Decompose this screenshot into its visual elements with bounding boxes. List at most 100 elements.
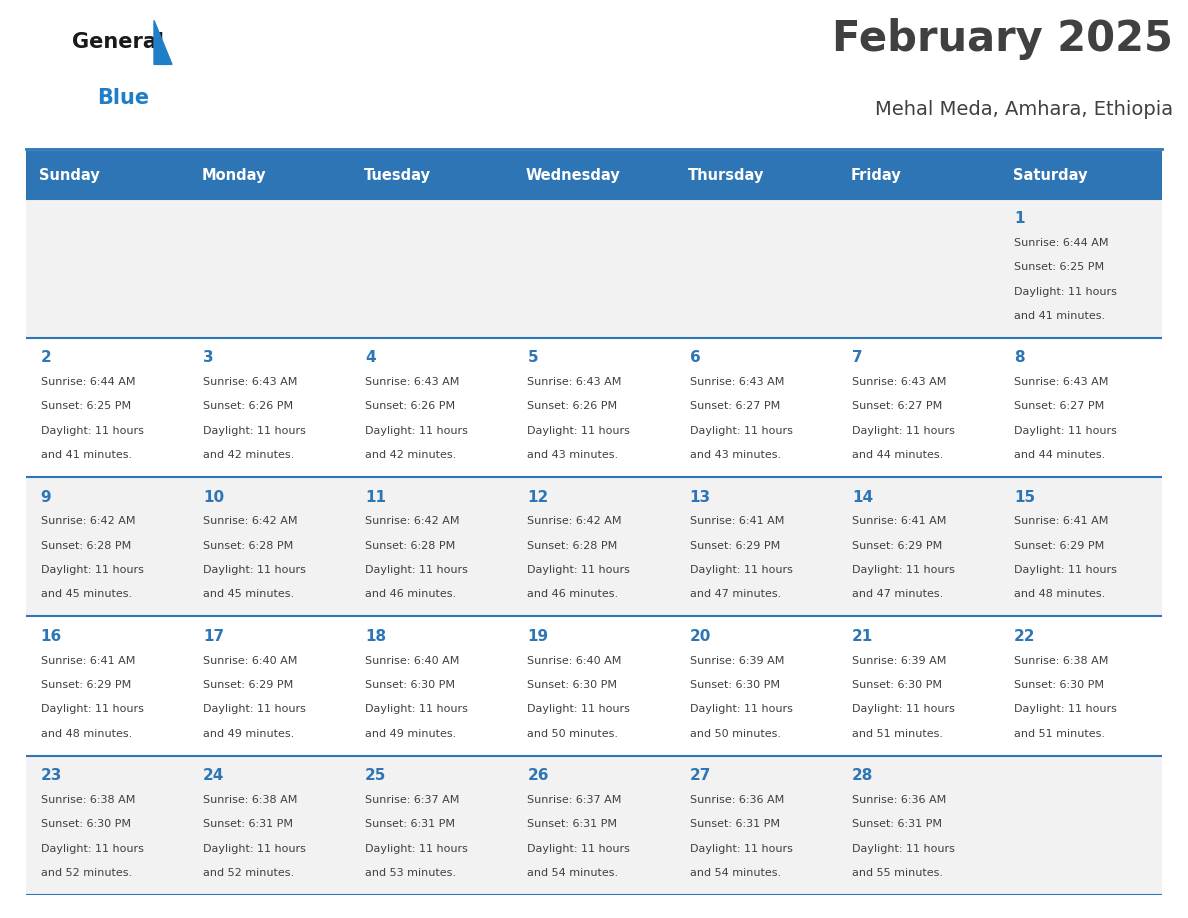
Text: Sunset: 6:25 PM: Sunset: 6:25 PM: [1015, 263, 1105, 272]
FancyBboxPatch shape: [189, 151, 350, 198]
Text: 25: 25: [365, 768, 386, 783]
Text: and 54 minutes.: and 54 minutes.: [690, 868, 781, 879]
Text: Sunset: 6:29 PM: Sunset: 6:29 PM: [40, 680, 131, 690]
Text: and 44 minutes.: and 44 minutes.: [1015, 450, 1106, 460]
Text: 7: 7: [852, 351, 862, 365]
Text: Mehal Meda, Amhara, Ethiopia: Mehal Meda, Amhara, Ethiopia: [874, 99, 1173, 118]
Text: Sunset: 6:28 PM: Sunset: 6:28 PM: [365, 541, 455, 551]
Text: Sunset: 6:28 PM: Sunset: 6:28 PM: [203, 541, 293, 551]
Text: 21: 21: [852, 629, 873, 644]
Text: Sunrise: 6:40 AM: Sunrise: 6:40 AM: [527, 655, 621, 666]
Text: and 53 minutes.: and 53 minutes.: [365, 868, 456, 879]
FancyBboxPatch shape: [26, 477, 1162, 617]
Text: Sunset: 6:27 PM: Sunset: 6:27 PM: [1015, 401, 1105, 411]
Text: Daylight: 11 hours: Daylight: 11 hours: [690, 426, 792, 436]
Text: and 47 minutes.: and 47 minutes.: [690, 589, 781, 599]
Text: Sunrise: 6:43 AM: Sunrise: 6:43 AM: [527, 377, 621, 387]
Text: Daylight: 11 hours: Daylight: 11 hours: [527, 426, 631, 436]
Text: Monday: Monday: [201, 167, 266, 183]
Text: Sunset: 6:31 PM: Sunset: 6:31 PM: [365, 820, 455, 829]
Text: Sunrise: 6:43 AM: Sunrise: 6:43 AM: [852, 377, 947, 387]
Text: Daylight: 11 hours: Daylight: 11 hours: [40, 565, 144, 575]
Text: Sunrise: 6:38 AM: Sunrise: 6:38 AM: [1015, 655, 1108, 666]
Text: 16: 16: [40, 629, 62, 644]
Text: Daylight: 11 hours: Daylight: 11 hours: [852, 704, 955, 714]
Text: General: General: [72, 32, 164, 52]
Text: and 41 minutes.: and 41 minutes.: [40, 450, 132, 460]
Text: 27: 27: [690, 768, 712, 783]
Text: Sunset: 6:31 PM: Sunset: 6:31 PM: [527, 820, 618, 829]
Text: Daylight: 11 hours: Daylight: 11 hours: [40, 704, 144, 714]
Text: and 41 minutes.: and 41 minutes.: [1015, 311, 1105, 321]
Text: Daylight: 11 hours: Daylight: 11 hours: [365, 565, 468, 575]
Text: Daylight: 11 hours: Daylight: 11 hours: [1015, 286, 1117, 297]
Text: Sunset: 6:27 PM: Sunset: 6:27 PM: [690, 401, 781, 411]
Text: Tuesday: Tuesday: [364, 167, 430, 183]
Text: and 55 minutes.: and 55 minutes.: [852, 868, 943, 879]
Text: Sunset: 6:28 PM: Sunset: 6:28 PM: [40, 541, 131, 551]
Text: 13: 13: [690, 489, 710, 505]
Text: Daylight: 11 hours: Daylight: 11 hours: [690, 844, 792, 854]
Text: Sunset: 6:26 PM: Sunset: 6:26 PM: [365, 401, 455, 411]
Text: Sunrise: 6:40 AM: Sunrise: 6:40 AM: [203, 655, 297, 666]
Text: 26: 26: [527, 768, 549, 783]
Text: Sunset: 6:29 PM: Sunset: 6:29 PM: [852, 541, 942, 551]
Text: and 54 minutes.: and 54 minutes.: [527, 868, 619, 879]
Text: Daylight: 11 hours: Daylight: 11 hours: [1015, 565, 1117, 575]
Text: 3: 3: [203, 351, 214, 365]
Text: Sunrise: 6:41 AM: Sunrise: 6:41 AM: [852, 516, 947, 526]
Text: and 46 minutes.: and 46 minutes.: [527, 589, 619, 599]
Text: Sunset: 6:31 PM: Sunset: 6:31 PM: [690, 820, 779, 829]
Text: 2: 2: [40, 351, 51, 365]
Text: Daylight: 11 hours: Daylight: 11 hours: [365, 426, 468, 436]
Text: and 42 minutes.: and 42 minutes.: [365, 450, 456, 460]
Text: Daylight: 11 hours: Daylight: 11 hours: [203, 426, 305, 436]
Text: Sunset: 6:26 PM: Sunset: 6:26 PM: [203, 401, 293, 411]
Text: Daylight: 11 hours: Daylight: 11 hours: [852, 844, 955, 854]
Text: Blue: Blue: [97, 88, 150, 108]
Text: Sunset: 6:31 PM: Sunset: 6:31 PM: [203, 820, 293, 829]
Text: Sunrise: 6:37 AM: Sunrise: 6:37 AM: [365, 795, 460, 805]
Text: February 2025: February 2025: [832, 18, 1173, 61]
FancyBboxPatch shape: [513, 151, 675, 198]
Text: 9: 9: [40, 489, 51, 505]
Text: Sunset: 6:29 PM: Sunset: 6:29 PM: [1015, 541, 1105, 551]
Text: Daylight: 11 hours: Daylight: 11 hours: [1015, 704, 1117, 714]
Polygon shape: [154, 20, 172, 64]
Text: Daylight: 11 hours: Daylight: 11 hours: [203, 565, 305, 575]
Text: Sunset: 6:28 PM: Sunset: 6:28 PM: [527, 541, 618, 551]
Text: Sunset: 6:30 PM: Sunset: 6:30 PM: [365, 680, 455, 690]
Text: Sunrise: 6:43 AM: Sunrise: 6:43 AM: [203, 377, 297, 387]
Text: 28: 28: [852, 768, 873, 783]
Text: Saturday: Saturday: [1012, 167, 1087, 183]
Text: Daylight: 11 hours: Daylight: 11 hours: [690, 704, 792, 714]
Text: Sunset: 6:26 PM: Sunset: 6:26 PM: [527, 401, 618, 411]
Text: Sunrise: 6:44 AM: Sunrise: 6:44 AM: [1015, 238, 1108, 248]
FancyBboxPatch shape: [26, 338, 1162, 477]
Text: Sunset: 6:30 PM: Sunset: 6:30 PM: [527, 680, 618, 690]
FancyBboxPatch shape: [350, 151, 513, 198]
FancyBboxPatch shape: [999, 151, 1162, 198]
Text: Sunset: 6:29 PM: Sunset: 6:29 PM: [690, 541, 781, 551]
Text: 18: 18: [365, 629, 386, 644]
Text: Sunrise: 6:44 AM: Sunrise: 6:44 AM: [40, 377, 135, 387]
Text: Sunday: Sunday: [39, 167, 100, 183]
Text: and 43 minutes.: and 43 minutes.: [527, 450, 619, 460]
Text: Sunrise: 6:38 AM: Sunrise: 6:38 AM: [40, 795, 135, 805]
Text: Daylight: 11 hours: Daylight: 11 hours: [690, 565, 792, 575]
Text: and 50 minutes.: and 50 minutes.: [690, 729, 781, 739]
Text: Daylight: 11 hours: Daylight: 11 hours: [852, 565, 955, 575]
Text: and 48 minutes.: and 48 minutes.: [1015, 589, 1106, 599]
Text: Sunrise: 6:43 AM: Sunrise: 6:43 AM: [1015, 377, 1108, 387]
Text: and 51 minutes.: and 51 minutes.: [852, 729, 943, 739]
Text: Sunset: 6:30 PM: Sunset: 6:30 PM: [690, 680, 779, 690]
Text: Daylight: 11 hours: Daylight: 11 hours: [40, 426, 144, 436]
Text: Daylight: 11 hours: Daylight: 11 hours: [203, 844, 305, 854]
Text: and 50 minutes.: and 50 minutes.: [527, 729, 619, 739]
Text: 24: 24: [203, 768, 225, 783]
Text: Sunrise: 6:40 AM: Sunrise: 6:40 AM: [365, 655, 460, 666]
Text: 12: 12: [527, 489, 549, 505]
Text: Wednesday: Wednesday: [526, 167, 620, 183]
Text: 4: 4: [365, 351, 375, 365]
Text: 10: 10: [203, 489, 225, 505]
